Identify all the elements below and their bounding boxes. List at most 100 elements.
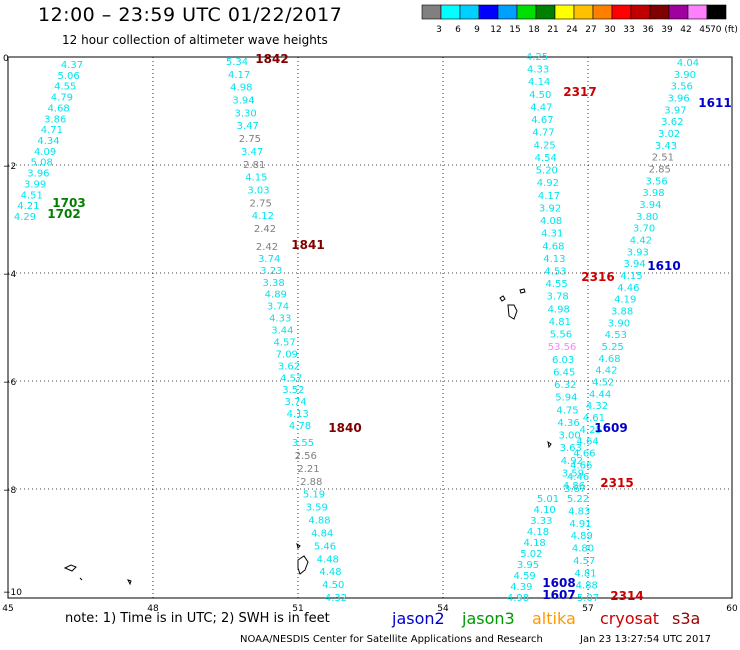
- scale-label: 12: [490, 25, 501, 35]
- swh-value: 3.00: [559, 431, 581, 442]
- swh-value: 3.90: [674, 70, 696, 81]
- swh-value: 2.85: [649, 165, 671, 176]
- y-tick-label: 0: [3, 54, 9, 64]
- note-text: note: 1) Time is in UTC; 2) SWH is in fe…: [65, 611, 330, 626]
- swh-value: 5.02: [520, 549, 542, 560]
- swh-value: 3.78: [547, 292, 569, 303]
- swh-value: 4.37: [61, 60, 83, 71]
- island-outline: [296, 542, 301, 549]
- swh-value: 4.04: [677, 58, 699, 69]
- swh-value: 4.25: [526, 52, 548, 63]
- swh-value: 4.64: [576, 437, 598, 448]
- swh-value: 4.44: [589, 389, 611, 400]
- scale-label: 3: [436, 25, 442, 35]
- swh-value: 4.92: [561, 456, 583, 467]
- swh-value: 3.74: [284, 397, 306, 408]
- swh-value: 3.52: [282, 385, 304, 396]
- x-tick-label: 45: [2, 604, 13, 614]
- page-subtitle: 12 hour collection of altimeter wave hei…: [62, 33, 328, 47]
- swh-value: 4.98: [507, 593, 529, 604]
- swh-value: 4.53: [605, 330, 627, 341]
- swh-value: 4.98: [230, 83, 252, 94]
- swh-value: 3.98: [642, 188, 664, 199]
- swh-value: 3.95: [517, 560, 539, 571]
- scale-label: 27: [585, 25, 596, 35]
- swh-value: 3.94: [232, 96, 254, 107]
- swh-value: 4.89: [265, 290, 287, 301]
- swh-value: 3.43: [655, 141, 677, 152]
- swh-value: 4.39: [510, 582, 532, 593]
- swh-value: 3.94: [624, 259, 646, 270]
- swh-value: 4.50: [529, 90, 551, 101]
- swh-value: 6.03: [552, 355, 574, 366]
- swh-value: 4.83: [568, 506, 590, 517]
- swh-value: 5.06: [58, 71, 80, 82]
- swh-value: 4.81: [574, 568, 596, 579]
- swh-value: 4.89: [571, 531, 593, 542]
- swh-value: 4.59: [514, 571, 536, 582]
- swh-value: 4.53: [544, 267, 566, 278]
- swh-value: 4.36: [557, 418, 579, 429]
- swh-value: 3.94: [639, 200, 661, 211]
- swh-value: 5.34: [226, 57, 248, 68]
- swh-value: 4.32: [586, 401, 608, 412]
- swh-value: 4.48: [319, 567, 341, 578]
- swh-value: 4.68: [542, 241, 564, 252]
- swh-value: 3.92: [539, 203, 561, 214]
- swh-value: 4.46: [567, 472, 589, 483]
- scale-label: 33: [623, 25, 634, 35]
- swh-value: 4.18: [527, 527, 549, 538]
- x-tick-label: 60: [726, 604, 738, 614]
- swh-value: 5.94: [555, 393, 577, 404]
- swh-value: 4.57: [273, 337, 295, 348]
- swh-value: 3.74: [258, 254, 280, 265]
- swh-value: 4.77: [532, 128, 554, 139]
- x-tick-label: 48: [147, 604, 159, 614]
- color-scale: 3 6 9 12 15 18 21 24 27 30 33 36 39 42 45 70 (ft): [421, 4, 738, 35]
- pass-label: 1607: [542, 588, 575, 602]
- island-outline: [547, 440, 552, 449]
- pass-label: 2315: [600, 476, 633, 490]
- swh-value: 4.54: [535, 153, 557, 164]
- swh-value: 4.80: [572, 544, 594, 555]
- swh-value: 4.47: [530, 102, 552, 113]
- swh-value: 3.56: [645, 176, 667, 187]
- swh-value: 4.92: [537, 178, 559, 189]
- swh-value: 4.66: [570, 460, 592, 471]
- swh-value: 4.91: [569, 519, 591, 530]
- swh-value: 3.90: [608, 318, 630, 329]
- island-outline: [507, 304, 518, 320]
- scale-label: 36: [642, 25, 654, 35]
- x-tick-label: 54: [437, 604, 449, 614]
- swh-value: 5.56: [550, 330, 572, 341]
- swh-value: 3.96: [27, 169, 49, 180]
- pass-label: 2314: [610, 589, 643, 603]
- swh-value: 4.68: [47, 103, 69, 114]
- swh-value: 3.59: [562, 468, 584, 479]
- swh-value: 5.19: [303, 490, 325, 501]
- swh-value: 4.84: [311, 528, 333, 539]
- swh-value: 4.25: [533, 140, 555, 151]
- swh-value: 53.56: [548, 342, 577, 353]
- swh-value: 3.62: [278, 361, 300, 372]
- swh-value: 2.56: [295, 451, 317, 462]
- y-tick-label: −6: [3, 378, 17, 388]
- swh-value: 4.13: [543, 254, 565, 265]
- scale-label: 39: [661, 25, 673, 35]
- scale-label: 9: [474, 25, 480, 35]
- map-frame: [7, 56, 733, 599]
- swh-value: 4.33: [269, 314, 291, 325]
- swh-value: 2.21: [297, 464, 319, 475]
- swh-value: 4.88: [576, 581, 598, 592]
- swh-value: 4.61: [583, 413, 605, 424]
- swh-value: 3.56: [671, 82, 693, 93]
- y-tick-label: −2: [3, 162, 16, 172]
- swh-value: 3.47: [237, 121, 259, 132]
- swh-value: 3.99: [24, 179, 46, 190]
- swh-value: 3.86: [44, 114, 66, 125]
- swh-value: 5.22: [567, 494, 589, 505]
- swh-value: 5.25: [602, 342, 624, 353]
- scale-label: 18: [528, 25, 540, 35]
- scale-label: 30: [604, 25, 616, 35]
